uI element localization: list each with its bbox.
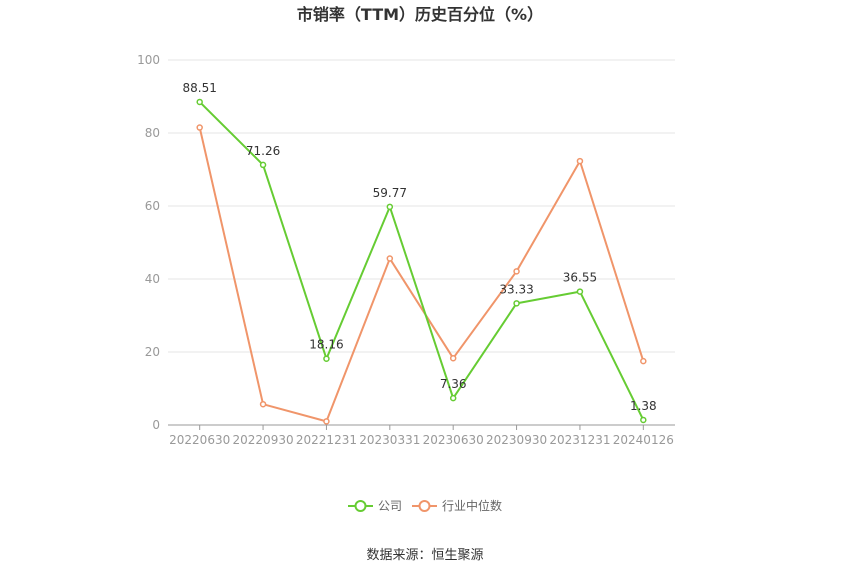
data-point-series-0[interactable] bbox=[259, 161, 267, 169]
legend-marker bbox=[418, 500, 431, 512]
data-point-series-1[interactable] bbox=[449, 354, 457, 362]
x-tick-label: 20220630 bbox=[169, 433, 230, 447]
data-point-series-0[interactable] bbox=[449, 394, 457, 402]
data-label: 88.51 bbox=[183, 81, 217, 95]
data-label: 1.38 bbox=[630, 399, 657, 413]
series-line-0 bbox=[198, 101, 645, 421]
data-label: 59.77 bbox=[373, 186, 407, 200]
data-point-series-0[interactable] bbox=[323, 355, 330, 362]
data-point-series-1[interactable] bbox=[259, 400, 267, 408]
data-label: 71.26 bbox=[246, 144, 280, 158]
y-axis: 0 20 40 60 80 100 bbox=[137, 53, 160, 432]
data-source: 数据来源：恒生聚源 bbox=[366, 548, 483, 563]
legend-label: 行业中位数 bbox=[442, 498, 502, 513]
data-label: 33.33 bbox=[499, 282, 533, 296]
data-point-series-1[interactable] bbox=[640, 357, 647, 365]
x-tick-label: 20230331 bbox=[359, 433, 420, 447]
series-line-1 bbox=[198, 127, 645, 423]
x-tick-label: 20230630 bbox=[423, 433, 484, 447]
data-labels: 88.51 71.26 18.16 59.77 7.36 33.33 36.55 1.38 bbox=[183, 81, 657, 413]
y-tick-label: 100 bbox=[137, 53, 160, 67]
x-tick-label: 20231231 bbox=[549, 433, 610, 447]
y-tick-label: 60 bbox=[145, 199, 160, 213]
data-point-series-0[interactable] bbox=[640, 416, 647, 424]
data-point-series-0[interactable] bbox=[576, 288, 584, 295]
legend-item-1[interactable]: 行业中位数 bbox=[412, 498, 502, 513]
legend-marker bbox=[354, 500, 367, 512]
y-tick-label: 20 bbox=[145, 345, 160, 359]
series-lines bbox=[198, 101, 645, 423]
x-tick-label: 20230930 bbox=[486, 433, 547, 447]
x-axis: 20220630 20220930 20221231 20230331 20230630… bbox=[168, 424, 675, 447]
legend[interactable]: 公司 行业中位数 bbox=[348, 498, 502, 513]
chart-title: 市销率（TTM）历史百分位（%） bbox=[297, 5, 543, 24]
data-label: 18.16 bbox=[309, 338, 343, 352]
data-point-series-1[interactable] bbox=[196, 124, 203, 131]
y-tick-label: 80 bbox=[145, 126, 160, 140]
data-point-series-0[interactable] bbox=[386, 203, 394, 211]
x-tick-label: 20221231 bbox=[296, 433, 357, 447]
x-tick-label: 20240126 bbox=[613, 433, 674, 447]
data-point-series-0[interactable] bbox=[513, 300, 520, 307]
legend-item-0[interactable]: 公司 bbox=[348, 499, 402, 513]
data-point-series-1[interactable] bbox=[576, 157, 584, 165]
data-point-series-0[interactable] bbox=[196, 98, 203, 106]
x-tick-label: 20220930 bbox=[233, 433, 294, 447]
grid-lines bbox=[168, 59, 675, 353]
data-point-series-1[interactable] bbox=[323, 418, 330, 425]
data-label: 36.55 bbox=[563, 271, 597, 285]
data-point-series-1[interactable] bbox=[513, 268, 520, 275]
data-point-series-1[interactable] bbox=[386, 255, 394, 262]
y-tick-label: 0 bbox=[152, 418, 160, 432]
legend-label: 公司 bbox=[378, 499, 402, 513]
series-points bbox=[196, 98, 647, 425]
data-label: 7.36 bbox=[440, 377, 467, 391]
y-tick-label: 40 bbox=[145, 272, 160, 286]
